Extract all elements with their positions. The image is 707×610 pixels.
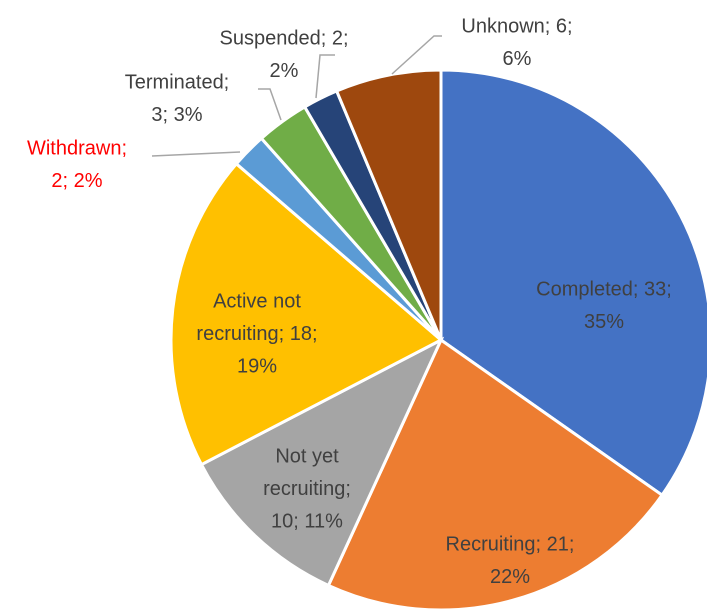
data-label: 35% [584, 311, 624, 333]
data-label: 22% [490, 566, 530, 588]
data-label: 2; 2% [51, 170, 102, 192]
leader-line [315, 54, 335, 99]
data-label: 2% [270, 60, 299, 82]
leader-line [391, 35, 442, 75]
pie-slice [169, 161, 444, 467]
data-label: recruiting; [263, 478, 351, 500]
data-label: Active not [213, 290, 301, 312]
leader-line [151, 151, 241, 157]
leader-line [258, 88, 282, 121]
data-label: Terminated; [125, 71, 230, 93]
data-label: 19% [237, 355, 277, 377]
data-label: Suspended; 2; [220, 27, 349, 49]
pie-slice [199, 336, 445, 588]
data-label: Withdrawn; [27, 137, 127, 159]
pie-slice [439, 68, 707, 498]
data-label: 3; 3% [151, 104, 202, 126]
data-label: Unknown; 6; [461, 15, 572, 37]
data-label: Not yet [275, 445, 339, 467]
data-label: 10; 11% [271, 510, 343, 532]
data-label: recruiting; 18; [196, 323, 317, 345]
data-label: Completed; 33; [536, 278, 672, 300]
pie-slice [326, 337, 665, 610]
pie-slice [334, 68, 443, 341]
data-label: Recruiting; 21; [446, 533, 575, 555]
data-label: 6% [503, 48, 532, 70]
